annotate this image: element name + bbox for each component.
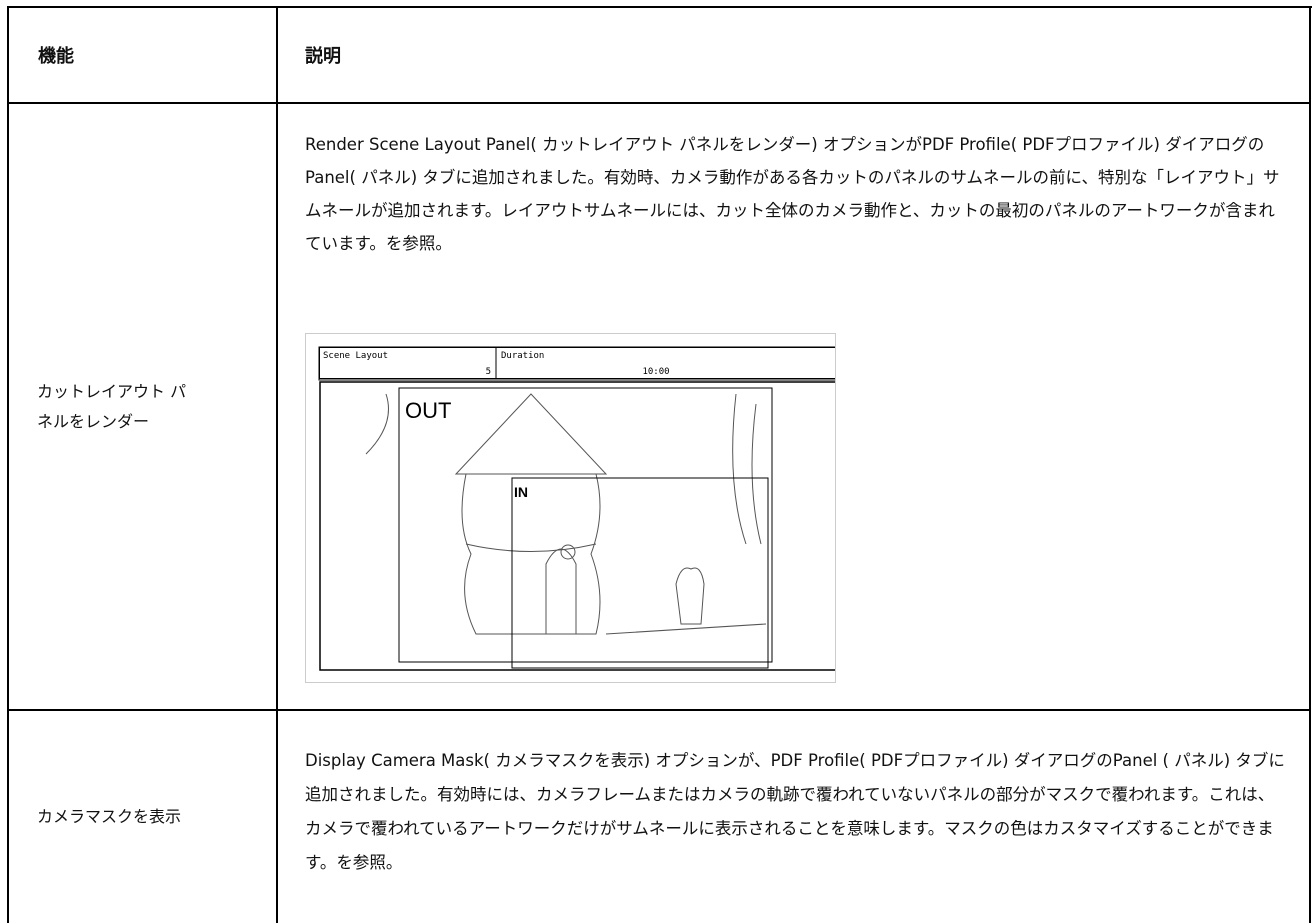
header-box xyxy=(318,346,851,381)
feature-text: カットレイアウト パネルをレンダー xyxy=(37,381,187,431)
sketch xyxy=(365,393,767,635)
scene-label: Scene Layout xyxy=(323,351,388,361)
panel-frame xyxy=(319,381,851,671)
in-label: IN xyxy=(514,484,528,500)
out-label: OUT xyxy=(405,398,451,423)
border xyxy=(276,6,278,923)
header-cell: 機能 xyxy=(38,46,74,67)
border xyxy=(7,6,9,923)
feature-cell: カットレイアウト パネルをレンダー xyxy=(9,104,277,709)
feature-text: カメラマスクを表示 xyxy=(37,807,182,826)
description-cell: Display Camera Mask( カメラマスクを表示) オプションが、P… xyxy=(305,751,1285,872)
duration-label: Duration xyxy=(501,351,544,361)
border xyxy=(7,6,1312,8)
header-box xyxy=(319,347,836,379)
scene-number: 5 xyxy=(486,367,491,377)
header-cell: 説明 xyxy=(305,46,341,67)
storyboard-thumbnail: Scene Layout 5 Duration 10:00 OUT IN xyxy=(318,346,851,671)
border xyxy=(7,709,1311,711)
border xyxy=(1309,6,1311,923)
border xyxy=(7,102,1311,104)
feature-cell: カメラマスクを表示 xyxy=(9,711,277,923)
description-cell: Render Scene Layout Panel( カットレイアウト パネルを… xyxy=(305,135,1280,253)
in-frame xyxy=(511,477,769,669)
out-frame xyxy=(398,387,773,663)
duration: 10:00 xyxy=(642,367,669,377)
figure: Scene Layout 5 Duration 10:00 OUT IN xyxy=(305,333,851,683)
